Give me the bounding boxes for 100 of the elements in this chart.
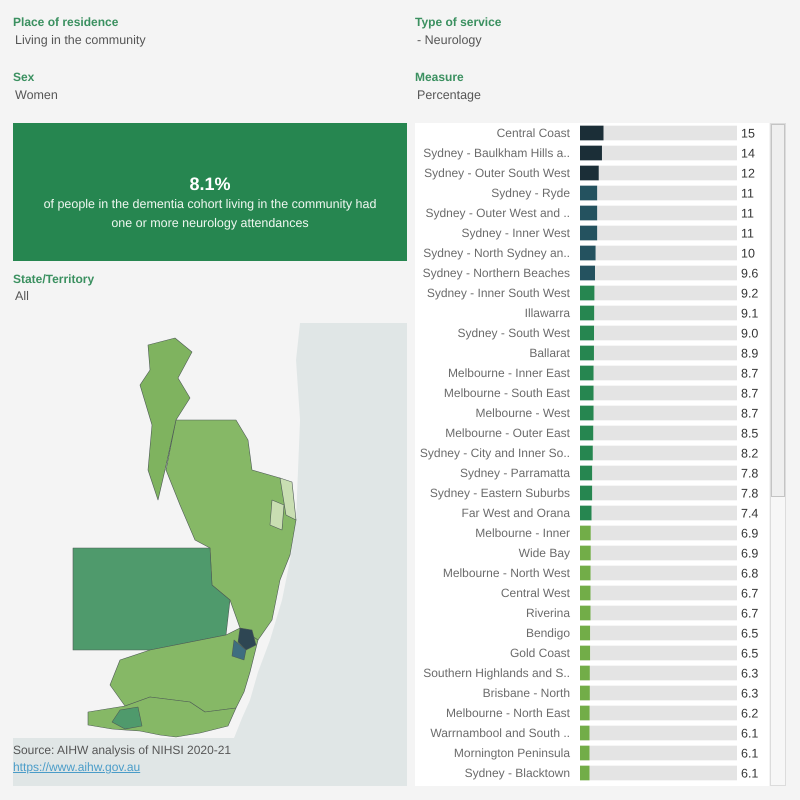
source-note: Source: AIHW analysis of NIHSI 2020-21 xyxy=(13,742,232,758)
bar xyxy=(590,726,737,740)
y-tick-label: Melbourne - South East xyxy=(444,386,571,400)
bar xyxy=(580,246,596,260)
text: Percentage xyxy=(417,87,481,103)
bar xyxy=(594,286,737,300)
data-label: 6.3 xyxy=(741,686,758,700)
text: Living in the community xyxy=(15,32,146,48)
data-label: 6.7 xyxy=(741,606,758,620)
bar xyxy=(594,386,737,400)
y-tick-label: Sydney - City and Inner So.. xyxy=(420,446,570,460)
data-label: 7.8 xyxy=(741,466,758,480)
y-tick-label: Brisbane - North xyxy=(482,686,570,700)
data-label: 8.7 xyxy=(741,406,758,420)
y-tick-label: Melbourne - Inner East xyxy=(448,366,571,380)
bar xyxy=(580,186,598,200)
data-label: 11 xyxy=(741,186,754,200)
bar xyxy=(592,486,737,500)
data-label: 6.8 xyxy=(741,566,758,580)
data-label: 10 xyxy=(741,246,755,260)
y-tick-label: Sydney - Eastern Suburbs xyxy=(430,486,570,500)
text: Women xyxy=(15,87,58,103)
y-tick-label: Bendigo xyxy=(526,626,570,640)
text: State/Territory xyxy=(13,271,94,287)
bar xyxy=(580,646,590,660)
y-tick-label: Sydney - South West xyxy=(458,326,571,340)
bar xyxy=(604,126,737,140)
data-label: 8.5 xyxy=(741,426,758,440)
bar xyxy=(590,686,737,700)
y-tick-label: Far West and Orana xyxy=(462,506,570,520)
data-label: 7.8 xyxy=(741,486,758,500)
y-tick-label: Sydney - Outer West and .. xyxy=(425,206,570,220)
text: Measure xyxy=(415,69,464,85)
bar xyxy=(590,706,737,720)
bar xyxy=(580,146,602,160)
data-label: 9.6 xyxy=(741,266,758,280)
bar xyxy=(580,606,591,620)
bar xyxy=(596,246,737,260)
bar xyxy=(580,286,594,300)
y-tick-label: Warrnambool and South .. xyxy=(430,726,570,740)
bar xyxy=(580,306,594,320)
data-label: 9.0 xyxy=(741,326,758,340)
y-tick-label: Sydney - Baulkham Hills a.. xyxy=(423,146,570,160)
data-label: 6.7 xyxy=(741,586,758,600)
text: Type of service xyxy=(415,14,502,30)
y-tick-label: Melbourne - North East xyxy=(446,706,571,720)
y-tick-label: Sydney - North Sydney an.. xyxy=(423,246,570,260)
bar xyxy=(580,666,590,680)
bar xyxy=(590,546,737,560)
bar xyxy=(580,626,590,640)
bar xyxy=(580,486,592,500)
bar xyxy=(580,426,594,440)
text: of people in the dementia cohort living in the community had one or more neurology attendances xyxy=(42,196,378,232)
bar xyxy=(580,726,590,740)
bar xyxy=(602,146,737,160)
y-tick-label: Sydney - Northern Beaches xyxy=(422,266,570,280)
bar xyxy=(580,766,590,780)
y-tick-label: Illawarra xyxy=(524,306,570,320)
data-label: 9.2 xyxy=(741,286,758,300)
data-label: 15 xyxy=(741,126,755,140)
bar xyxy=(590,606,737,620)
bar xyxy=(580,746,590,760)
data-label: 11 xyxy=(741,226,754,240)
bar xyxy=(590,766,737,780)
bar xyxy=(590,746,737,760)
data-label: 8.7 xyxy=(741,386,758,400)
bar xyxy=(580,506,592,520)
data-label: 6.1 xyxy=(741,726,758,740)
bar xyxy=(597,186,737,200)
bar xyxy=(580,386,594,400)
bar xyxy=(580,266,596,280)
bar xyxy=(590,646,737,660)
bar xyxy=(592,446,737,460)
bar xyxy=(580,686,590,700)
bar xyxy=(580,326,594,340)
bar xyxy=(594,326,737,340)
bar xyxy=(597,226,737,240)
y-tick-label: Sydney - Inner West xyxy=(462,226,571,240)
bar xyxy=(580,226,598,240)
bar xyxy=(580,406,594,420)
data-label: 9.1 xyxy=(741,306,758,320)
y-tick-label: Mornington Peninsula xyxy=(454,746,570,760)
bar xyxy=(590,526,737,540)
bar xyxy=(598,166,737,180)
text: 8.1% xyxy=(188,173,232,195)
y-tick-label: Sydney - Inner South West xyxy=(426,286,571,300)
data-label: 11 xyxy=(741,206,754,220)
bar xyxy=(590,586,737,600)
y-tick-label: Sydney - Parramatta xyxy=(460,466,570,480)
data-label: 6.5 xyxy=(741,626,758,640)
y-tick-label: Gold Coast xyxy=(510,646,571,660)
y-tick-label: Riverina xyxy=(526,606,570,620)
bar xyxy=(592,466,737,480)
bar xyxy=(580,466,592,480)
data-label: 8.2 xyxy=(741,446,758,460)
data-label: 8.7 xyxy=(741,366,758,380)
bar xyxy=(590,666,737,680)
bar xyxy=(594,406,737,420)
y-tick-label: Melbourne - North West xyxy=(442,566,571,580)
y-tick-label: Sydney - Outer South West xyxy=(424,166,571,180)
